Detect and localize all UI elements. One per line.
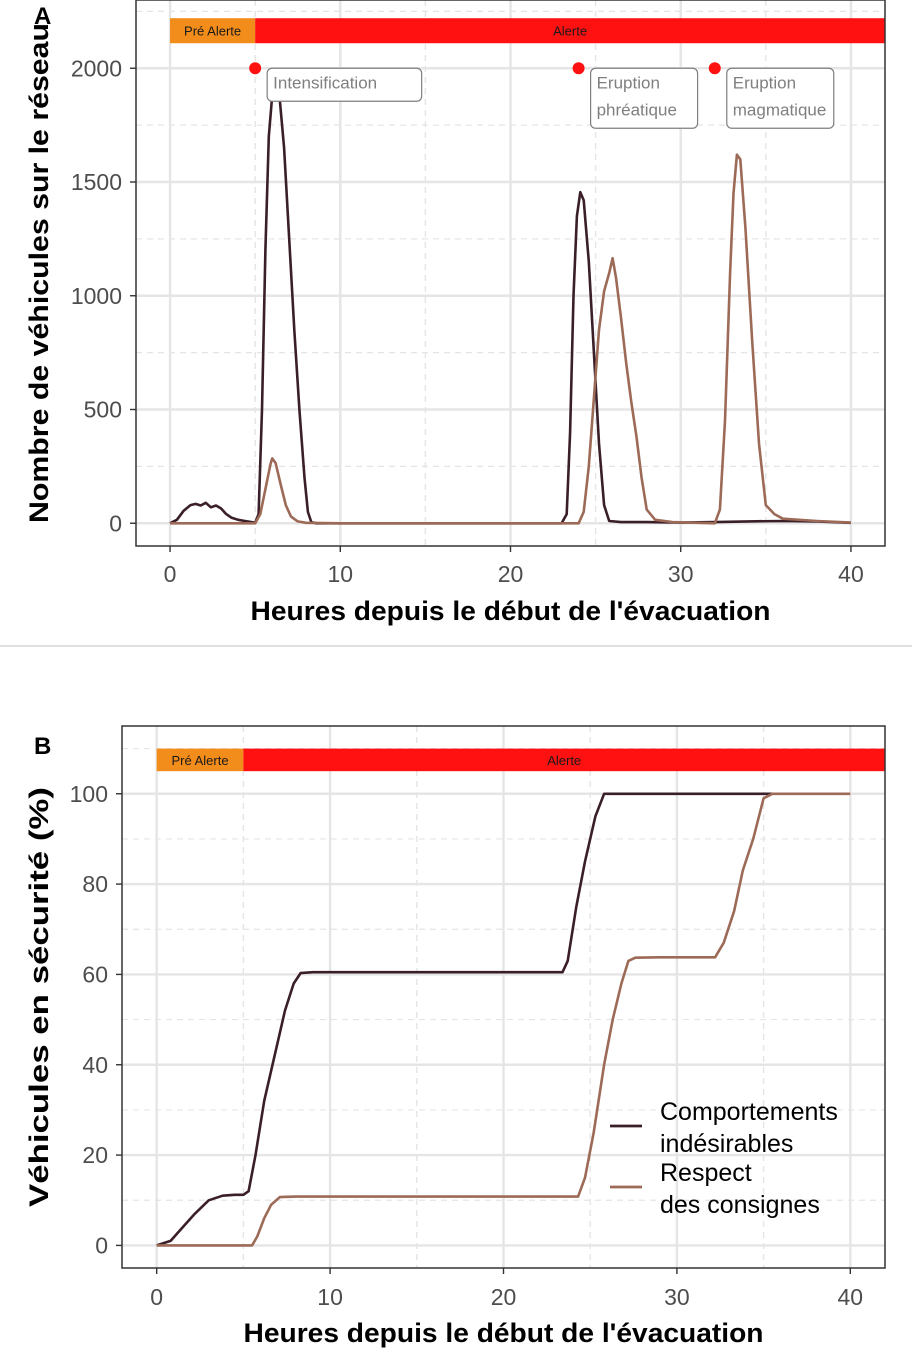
x-tick-label: 20 [498,561,524,587]
phase-label: Pré Alerte [184,24,241,39]
x-tick-label: 40 [838,1284,864,1310]
panel-tag: A [34,3,51,30]
y-tick-label: 60 [82,961,108,987]
series-line-respect-des-consignes [156,792,851,1247]
event-label: Eruption [733,73,796,92]
phase-label: Alerte [553,24,587,39]
y-tick-label: 2000 [71,55,122,81]
x-tick-label: 20 [491,1284,517,1310]
event-label: Eruption [597,73,660,92]
series-line-comportements-indesirables [156,792,773,1247]
plot-area: Pré Alerte Alerte [156,748,885,1247]
x-axis-title: Heures depuis le début de l'évacuation [251,596,771,626]
phase-band-alerte [243,748,885,772]
event-marker [708,62,721,75]
event-label: phréatique [597,100,677,119]
legend-label: indésirables [660,1130,793,1158]
event-marker [249,62,262,75]
y-axis-title: Véhicules en sécurité (%) [24,787,54,1207]
y-tick-label: 0 [109,510,122,536]
phase-band-pre-alerte [156,748,244,772]
x-tick-label: 40 [838,561,864,587]
series-line-comportements-indesirables [169,78,852,525]
chart-panel-a: Pré Alerte Alerte Intensification Eruption p… [24,0,886,626]
phase-band-pre-alerte [170,18,256,44]
event-label-box [589,67,699,129]
y-tick-label: 1500 [71,169,122,195]
panel-tag: B [34,733,51,760]
event-label-box [266,67,423,102]
x-tick-label: 30 [668,561,694,587]
y-tick-label: 20 [82,1142,108,1168]
y-tick-label: 80 [82,871,108,897]
event-label-box [726,67,835,129]
y-tick-label: 500 [84,397,122,423]
phase-label: Pré Alerte [171,753,228,768]
y-tick-label: 0 [95,1232,108,1258]
event-label: Intensification [273,73,377,92]
legend-label: Respect [660,1159,752,1187]
x-tick-label: 0 [150,1284,163,1310]
x-tick-label: 10 [327,561,353,587]
legend-label: des consignes [660,1191,820,1219]
x-axis-title: Heures depuis le début de l'évacuation [244,1318,764,1348]
event-marker [572,62,585,75]
y-tick-label: 100 [70,781,108,807]
phase-label: Alerte [547,753,581,768]
legend-label: Comportements [660,1098,838,1126]
y-axis-title: Nombre de véhicules sur le réseau [24,23,54,523]
x-tick-label: 30 [664,1284,690,1310]
phase-band-alerte [255,18,885,44]
x-tick-label: 10 [317,1284,343,1310]
chart-panel-b: Pré Alerte Alerte 0 10 20 30 40 0 20 40 60 80 100 Heu… [24,725,886,1348]
y-tick-label: 40 [82,1052,108,1078]
series-line-respect-des-consignes [170,153,852,525]
event-label: magmatique [733,100,827,119]
y-tick-label: 1000 [71,283,122,309]
plot-area: Pré Alerte Alerte [169,18,885,525]
x-tick-label: 0 [164,561,177,587]
